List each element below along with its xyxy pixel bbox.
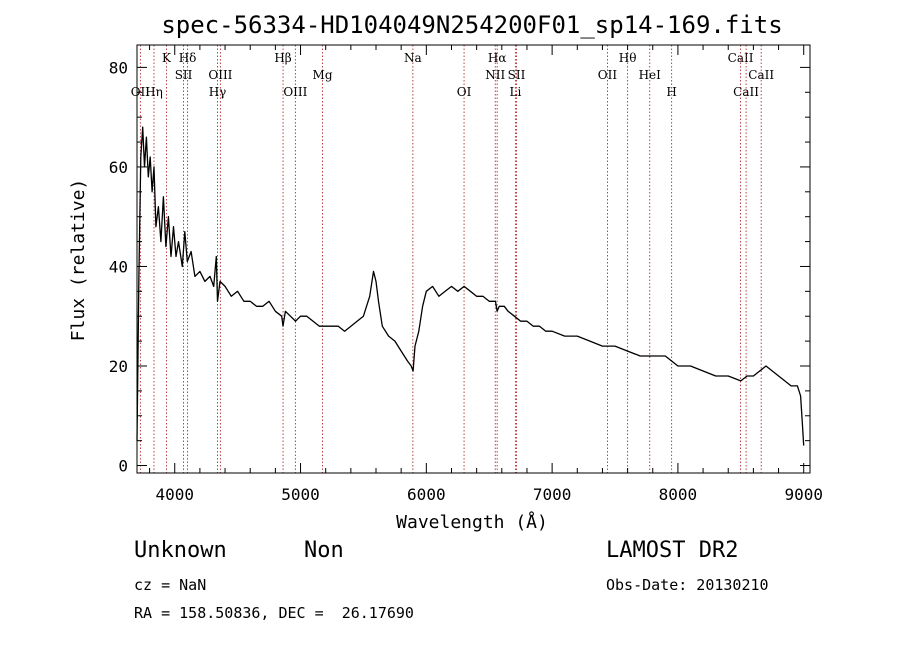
x-tick-label-0: 4000 [155,485,194,504]
line-label-12: NII [485,68,505,82]
chart-title: spec-56334-HD104049N254200F01_sp14-169.f… [161,11,782,39]
survey-name: LAMOST DR2 [606,538,739,563]
y-tick-label-3: 60 [109,158,128,177]
observation-date: Obs-Date: 20130210 [606,576,769,594]
line-label-8: OIII [283,85,307,99]
y-axis-label: Flux (relative) [68,179,89,342]
y-tick-label-4: 80 [109,58,128,77]
x-tick-label-4: 8000 [659,485,698,504]
line-label-18: HeI [639,68,662,82]
spectrum-chart: spec-56334-HD104049N254200F01_sp14-169.f… [68,11,823,533]
line-label-14: Li [509,85,521,99]
line-label-20: CaII [728,51,754,65]
line-label-6: OIII [208,68,232,82]
line-label-13: Hα [488,51,507,65]
x-tick-label-3: 7000 [533,485,572,504]
plot-frame [136,44,811,474]
line-label-3: SII [175,68,193,82]
x-tick-label-5: 9000 [784,485,823,504]
y-tick-label-2: 40 [109,257,128,276]
line-label-16: OII [598,68,618,82]
line-label-7: Hβ [274,51,291,65]
line-label-15: SII [508,68,526,82]
line-label-5: Hγ [209,85,227,99]
spectral-subclass: Non [304,538,344,563]
line-label-10: Na [404,51,422,65]
x-axis-label: Wavelength (Å) [396,511,548,533]
line-label-9: Mg [313,68,333,82]
line-label-4: Hδ [179,51,197,65]
line-label-22: CaII [748,68,774,82]
x-tick-label-1: 5000 [281,485,320,504]
line-label-21: CaII [733,85,759,99]
line-label-19: H [666,85,676,99]
y-tick-label-0: 0 [118,457,128,476]
spectral-class: Unknown [134,538,227,563]
coordinates: RA = 158.50836, DEC = 26.17690 [134,604,414,622]
x-tick-label-2: 6000 [407,485,446,504]
line-label-17: Hθ [619,51,637,65]
line-label-1: Hη [145,85,163,99]
axis-ticks: 4000 5000 6000 7000 8000 9000 0 20 40 60 80 [109,45,823,504]
redshift-value: cz = NaN [134,576,207,594]
line-label-11: OI [457,85,472,99]
spectrum-line [136,126,805,446]
y-tick-label-1: 20 [109,357,128,376]
line-label-2: K [162,51,172,65]
